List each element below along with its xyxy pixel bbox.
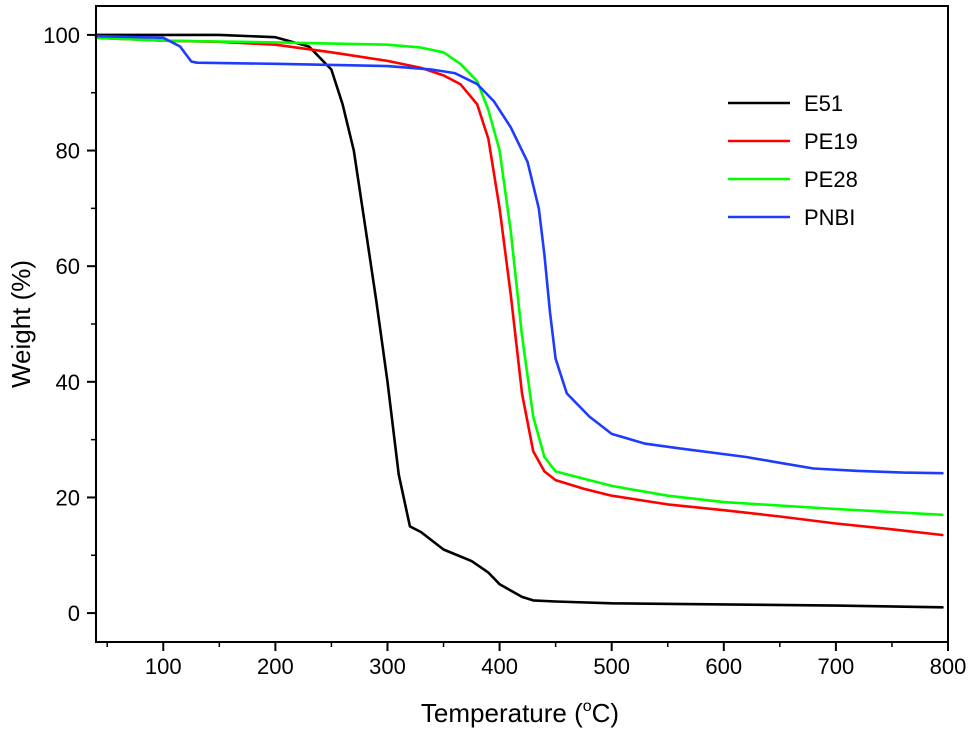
x-tick-label: 300 — [369, 654, 406, 679]
x-axis-title-degree: o — [583, 698, 592, 715]
x-tick-label: 500 — [593, 654, 630, 679]
y-tick-label: 20 — [56, 485, 80, 510]
x-tick-label: 200 — [257, 654, 294, 679]
y-tick-label: 100 — [43, 23, 80, 48]
y-tick-label: 60 — [56, 254, 80, 279]
x-tick-label: 400 — [481, 654, 518, 679]
plot-frame — [95, 5, 949, 643]
legend-label: PNBI — [804, 205, 855, 230]
x-axis-title-unit: C) — [592, 698, 619, 728]
series-line-pe19 — [94, 36, 944, 537]
x-axis-title: Temperature (oC) — [421, 698, 619, 728]
x-tick-label: 800 — [930, 654, 967, 679]
series-line-pe28 — [94, 36, 944, 517]
tick-labels: 100 200 300 400 500 600 700 800 0 20 40 60 80 100 — [43, 23, 966, 679]
legend-label: PE19 — [804, 129, 858, 154]
series-line-pnbi — [94, 34, 944, 475]
y-axis-title: Weight (%) — [6, 260, 36, 388]
x-tick-label: 600 — [705, 654, 742, 679]
x-axis-title-main: Temperature ( — [421, 698, 583, 728]
series-line-e51 — [94, 33, 944, 609]
y-tick-label: 40 — [56, 370, 80, 395]
legend: E51 PE19 PE28 PNBI — [728, 91, 858, 230]
x-tick-label: 700 — [818, 654, 855, 679]
plot-series — [94, 33, 944, 609]
y-tick-label: 80 — [56, 139, 80, 164]
legend-label: E51 — [804, 91, 843, 116]
x-tick-label: 100 — [145, 654, 182, 679]
legend-label: PE28 — [804, 167, 858, 192]
y-tick-label: 0 — [68, 601, 80, 626]
